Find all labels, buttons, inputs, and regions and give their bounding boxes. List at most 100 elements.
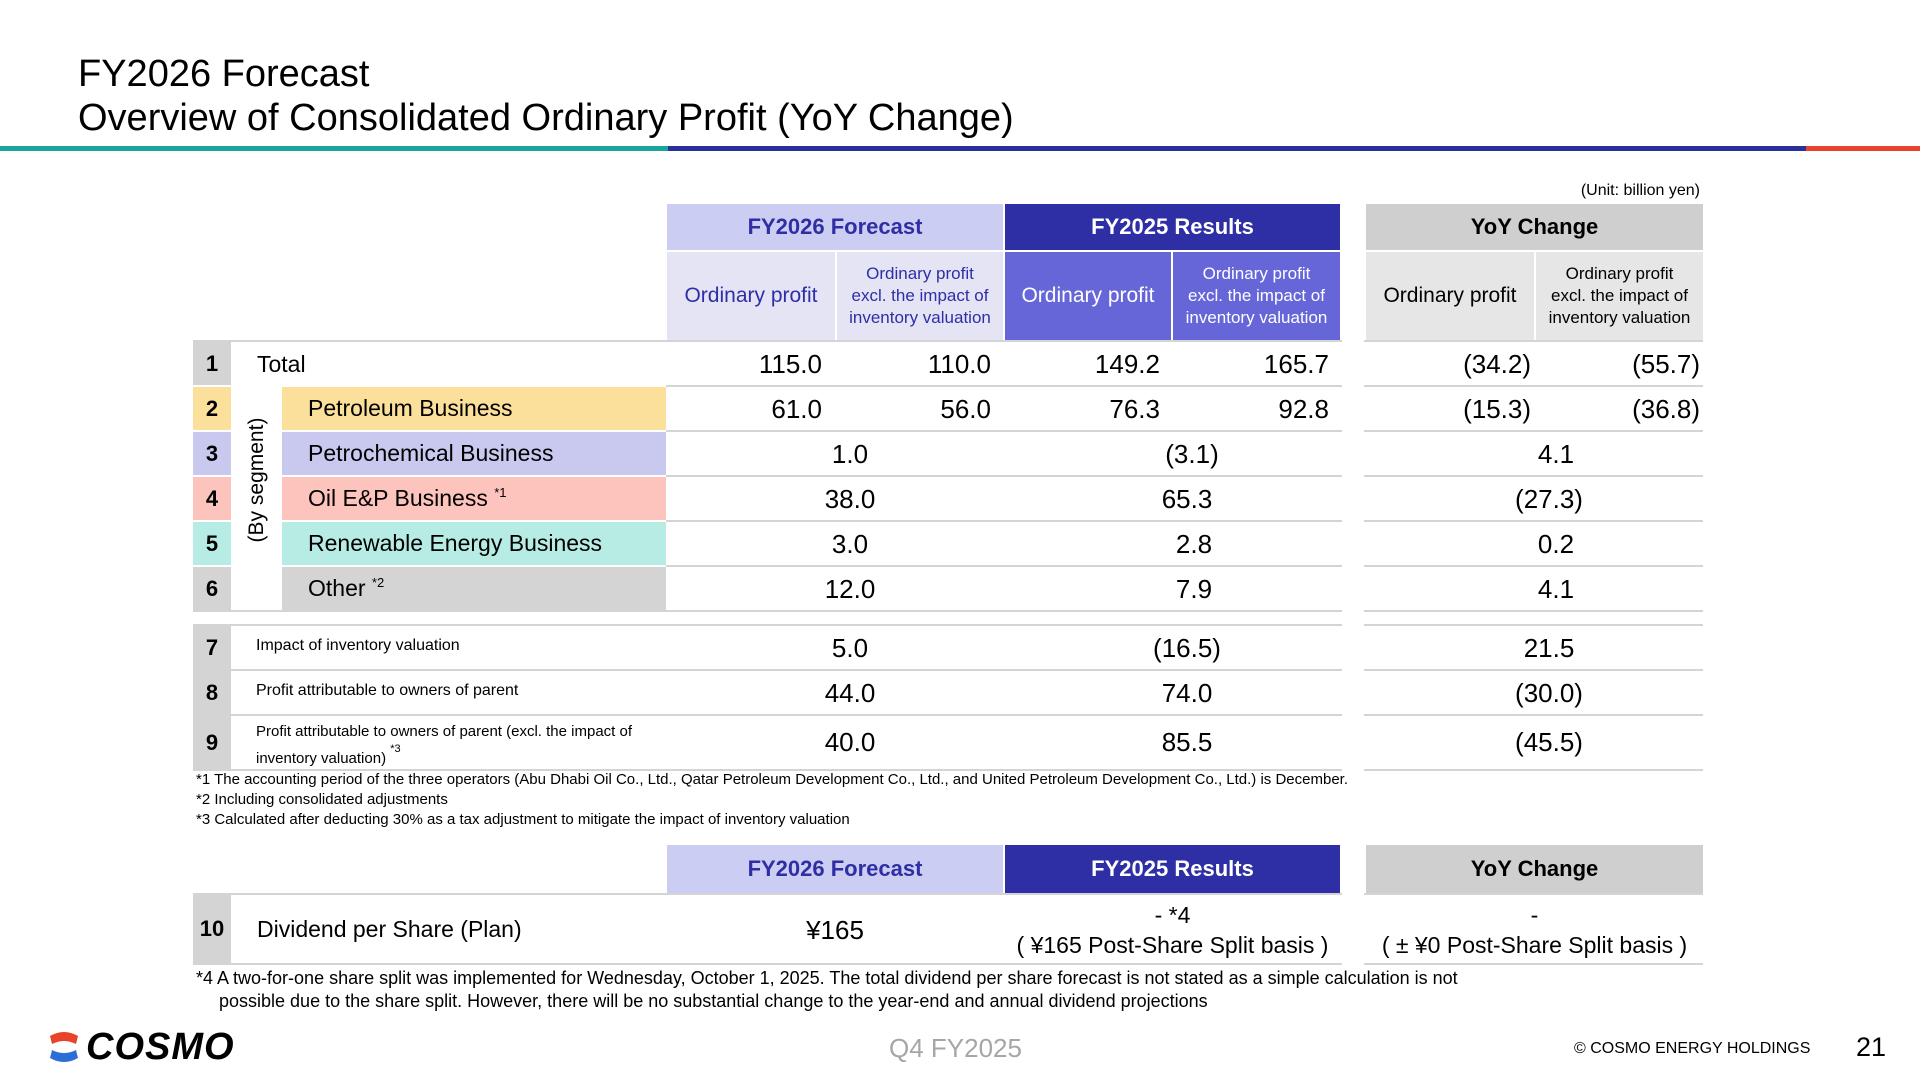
segment-label: Petroleum Business	[308, 395, 513, 421]
column-gap	[1342, 840, 1364, 966]
segment-label: Other	[308, 575, 366, 601]
dividend-yoy-line: ( ± ¥0 Post-Share Split basis )	[1381, 932, 1688, 958]
slide-title-line1: FY2026 Forecast	[78, 53, 370, 95]
footnote-ref: *2	[371, 575, 385, 590]
title-bar-teal	[0, 146, 668, 151]
subheader-text: Ordinary profit	[1202, 264, 1311, 283]
subheader-yoy-excl: Ordinary profit excl. the impact of inve…	[1536, 252, 1703, 340]
row-divider	[193, 669, 1703, 671]
cosmo-logo-icon	[46, 1030, 82, 1064]
dividend-yoy-value: - ( ± ¥0 Post-Share Split basis )	[1366, 900, 1703, 960]
dividend-results-value: - *4 ( ¥165 Post-Share Split basis )	[1005, 900, 1340, 960]
row-divider	[193, 610, 1703, 612]
value-cell: (36.8)	[1632, 394, 1700, 424]
value-cell: 74.0	[1161, 678, 1213, 708]
subheader-text: Ordinary profit	[1565, 264, 1674, 283]
row-number-4: 4	[193, 477, 231, 520]
row-divider	[666, 475, 1703, 477]
value-cell: 40.0	[824, 727, 876, 757]
segment-oil-ep: Oil E&P Business *1	[282, 477, 666, 520]
subheader-results-excl: Ordinary profit excl. the impact of inve…	[1173, 252, 1340, 340]
dividend-header-forecast: FY2026 Forecast	[667, 845, 1003, 893]
footnote-3: *3 Calculated after deducting 30% as a t…	[196, 811, 850, 828]
row-number-5: 5	[193, 522, 231, 565]
footer-period: Q4 FY2025	[889, 1033, 1022, 1063]
footnote-4-line2: possible due to the share split. However…	[219, 991, 1208, 1011]
column-gap	[1342, 338, 1364, 772]
value-cell: 1.0	[831, 439, 869, 469]
segment-petroleum: Petroleum Business	[282, 387, 666, 430]
value-cell: 38.0	[824, 484, 876, 514]
value-cell: 12.0	[824, 574, 876, 604]
row-number-10: 10	[193, 895, 231, 963]
value-cell: 4.1	[1537, 574, 1575, 604]
footnote-4-line1: *4 A two-for-one share split was impleme…	[196, 968, 1458, 988]
subheader-text: excl. the impact of	[1550, 286, 1688, 305]
row-number-7: 7	[193, 626, 231, 669]
row-divider	[193, 624, 1703, 626]
segment-label: Oil E&P Business	[308, 485, 488, 511]
subheader-text: Ordinary profit	[866, 264, 974, 283]
row-label-dividend: Dividend per Share (Plan)	[257, 916, 522, 942]
segment-petrochemical: Petrochemical Business	[282, 432, 666, 475]
footnote-2: *2 Including consolidated adjustments	[196, 791, 448, 808]
value-cell: (16.5)	[1153, 633, 1221, 663]
value-cell: 2.8	[1175, 529, 1213, 559]
segment-other: Other *2	[282, 567, 666, 610]
row-divider	[666, 565, 1703, 567]
footnote-ref: *1	[494, 485, 507, 500]
dividend-header-yoy: YoY Change	[1366, 845, 1703, 893]
value-cell: (55.7)	[1632, 349, 1700, 379]
by-segment-label: (By segment)	[245, 417, 268, 543]
subheader-forecast-excl: Ordinary profit excl. the impact of inve…	[837, 252, 1003, 340]
row-divider	[193, 963, 1703, 965]
row-label-total: Total	[257, 351, 306, 377]
subheader-text: excl. the impact of	[851, 286, 989, 305]
title-bar-red	[1806, 146, 1920, 151]
dividend-header-results: FY2025 Results	[1005, 845, 1340, 893]
row-number-2: 2	[193, 387, 231, 430]
value-cell: 65.3	[1161, 484, 1213, 514]
value-cell: 7.9	[1175, 574, 1213, 604]
header-fy2025-results: FY2025 Results	[1005, 204, 1340, 250]
value-cell: 21.5	[1523, 633, 1575, 663]
subheader-results-ordinary-profit: Ordinary profit	[1005, 252, 1171, 340]
value-cell: 44.0	[824, 678, 876, 708]
footer-copyright: © COSMO ENERGY HOLDINGS	[1574, 1040, 1811, 1057]
value-cell: 149.2	[1094, 349, 1160, 379]
page-number: 21	[1856, 1032, 1887, 1062]
row-divider	[193, 769, 1703, 771]
value-cell: (27.3)	[1515, 484, 1583, 514]
segment-label: Renewable Energy Business	[308, 530, 603, 556]
subheader-text: excl. the impact of	[1187, 286, 1325, 305]
row-label-inventory-impact: Impact of inventory valuation	[256, 637, 460, 654]
row-divider	[193, 893, 1703, 895]
row-label-profit-owners: Profit attributable to owners of parent	[256, 682, 519, 699]
row-number-9: 9	[193, 716, 231, 769]
row-number-3: 3	[193, 432, 231, 475]
subheader-text: inventory valuation	[1185, 308, 1328, 327]
slide-title-line2: Overview of Consolidated Ordinary Profit…	[78, 97, 1014, 139]
value-cell: 76.3	[1109, 394, 1160, 424]
row-label-profit-owners-excl: Profit attributable to owners of parent …	[256, 720, 632, 770]
row-label-line: inventory valuation) *3	[256, 743, 632, 770]
row-label-line: Profit attributable to owners of parent …	[256, 723, 633, 740]
value-cell: 165.7	[1263, 349, 1329, 379]
value-cell: 4.1	[1537, 439, 1575, 469]
value-cell: 0.2	[1537, 529, 1575, 559]
row-number-8: 8	[193, 671, 231, 714]
subheader-text: inventory valuation	[1548, 308, 1691, 327]
row-number-6: 6	[193, 567, 231, 610]
cosmo-logo-text: COSMO	[86, 1026, 235, 1068]
row-label-text: inventory valuation)	[256, 750, 387, 767]
row-divider	[193, 714, 1703, 716]
subheader-yoy-ordinary-profit: Ordinary profit	[1366, 252, 1534, 340]
subheader-text: inventory valuation	[849, 308, 991, 327]
dividend-forecast-value: ¥165	[806, 915, 864, 945]
unit-label: (Unit: billion yen)	[1580, 182, 1700, 199]
value-cell: (34.2)	[1463, 349, 1531, 379]
title-bar-navy	[668, 146, 1806, 151]
subheader-forecast-ordinary-profit: Ordinary profit	[667, 252, 835, 340]
value-cell: 3.0	[831, 529, 869, 559]
value-cell: 110.0	[927, 349, 991, 379]
